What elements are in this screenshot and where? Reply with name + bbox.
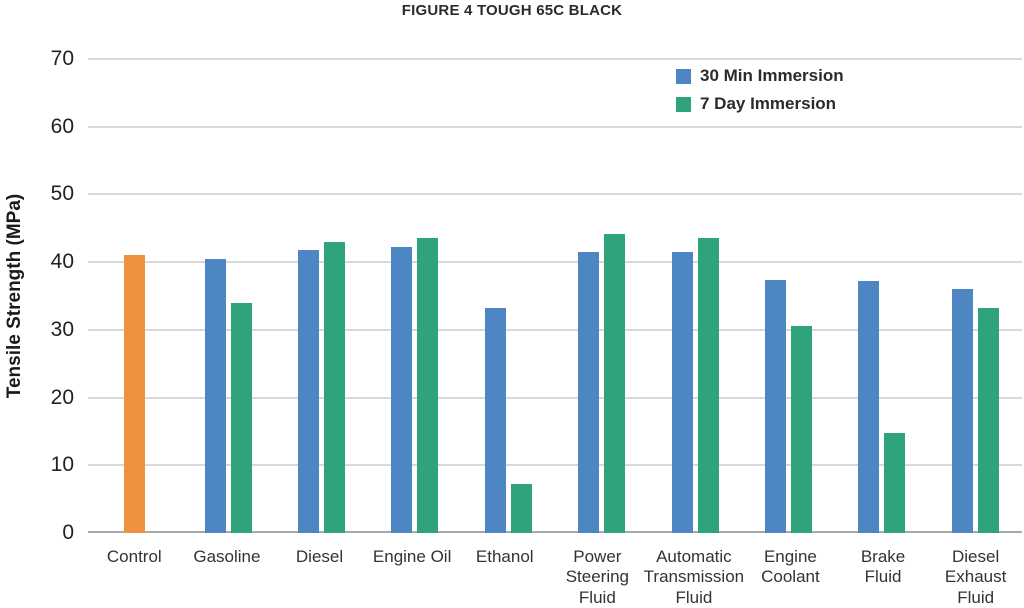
gridline [88, 396, 1022, 399]
bar [858, 281, 880, 533]
legend-item: 7 Day Immersion [676, 94, 844, 114]
gridline [88, 125, 1022, 128]
gridline [88, 58, 1022, 60]
plot-area: 30 Min Immersion 7 Day Immersion [88, 58, 1022, 533]
y-tick-label: 70 [50, 47, 74, 70]
bar [951, 288, 973, 533]
bar-group-engine-oil [368, 59, 461, 533]
y-tick-label: 0 [62, 521, 74, 544]
bar [124, 255, 146, 533]
y-tick-label: 60 [50, 114, 74, 138]
bar-group-automatic-transmission-fluid [648, 59, 741, 533]
legend-label: 7 Day Immersion [700, 94, 837, 113]
bar-group-engine-coolant [742, 59, 835, 533]
y-axis-ticks: 0 10 20 30 40 50 60 70 [0, 47, 74, 544]
legend-item: 30 Min Immersion [676, 66, 844, 86]
x-tick-label: Power Steering Fluid [565, 547, 630, 607]
x-tick-label: Brake Fluid [860, 547, 906, 587]
legend: 30 Min Immersion 7 Day Immersion [676, 66, 844, 114]
bar [765, 279, 787, 533]
gridline [88, 193, 1022, 196]
gridline [88, 328, 1022, 331]
x-tick-label: Gasoline [193, 547, 261, 566]
x-tick-label: Diesel [295, 547, 344, 566]
bar-groups [88, 59, 1022, 533]
bar [391, 246, 413, 533]
bar-group-control [88, 59, 181, 533]
bar [697, 238, 719, 533]
bar-group-diesel-exhaust-fluid [929, 59, 1022, 533]
bar [791, 326, 813, 533]
bar-group-gasoline [181, 59, 274, 533]
y-tick-label: 30 [50, 317, 74, 341]
bar [578, 252, 600, 533]
x-tick-label: Control [106, 547, 162, 566]
bar [204, 258, 226, 533]
x-tick-label: Ethanol [475, 547, 534, 566]
legend-swatch-icon [676, 96, 691, 112]
legend-swatch-icon [676, 68, 691, 84]
bar [230, 302, 252, 533]
x-tick-label: Diesel Exhaust Fluid [944, 547, 1007, 607]
x-tick-label: Automatic Transmission Fluid [643, 547, 745, 607]
legend-label: 30 Min Immersion [700, 66, 844, 85]
bar [510, 483, 532, 533]
bar-group-diesel [275, 59, 368, 533]
bar-group-power-steering-fluid [555, 59, 648, 533]
x-tick-label: Engine Oil [372, 547, 452, 566]
bar [417, 238, 439, 533]
gridline [88, 261, 1022, 264]
y-tick-label: 50 [50, 182, 74, 206]
bar [604, 233, 626, 533]
x-axis-line [88, 531, 1022, 533]
bar [884, 433, 906, 533]
bar-group-brake-fluid [835, 59, 928, 533]
y-tick-label: 10 [50, 453, 74, 477]
bar [977, 307, 999, 533]
bar [298, 249, 320, 533]
bar [484, 308, 506, 533]
y-tick-label: 20 [50, 385, 74, 409]
bar [671, 252, 693, 533]
x-tick-label: Engine Coolant [761, 547, 820, 587]
y-tick-label: 40 [50, 250, 74, 274]
gridline [88, 464, 1022, 467]
bar-group-ethanol [462, 59, 555, 533]
x-axis-labels: Control Gasoline Diesel Engine Oil Ethanol Po… [88, 537, 1022, 608]
chart-title: FIGURE 4 TOUGH 65C BLACK [401, 2, 623, 19]
bar [324, 241, 346, 533]
